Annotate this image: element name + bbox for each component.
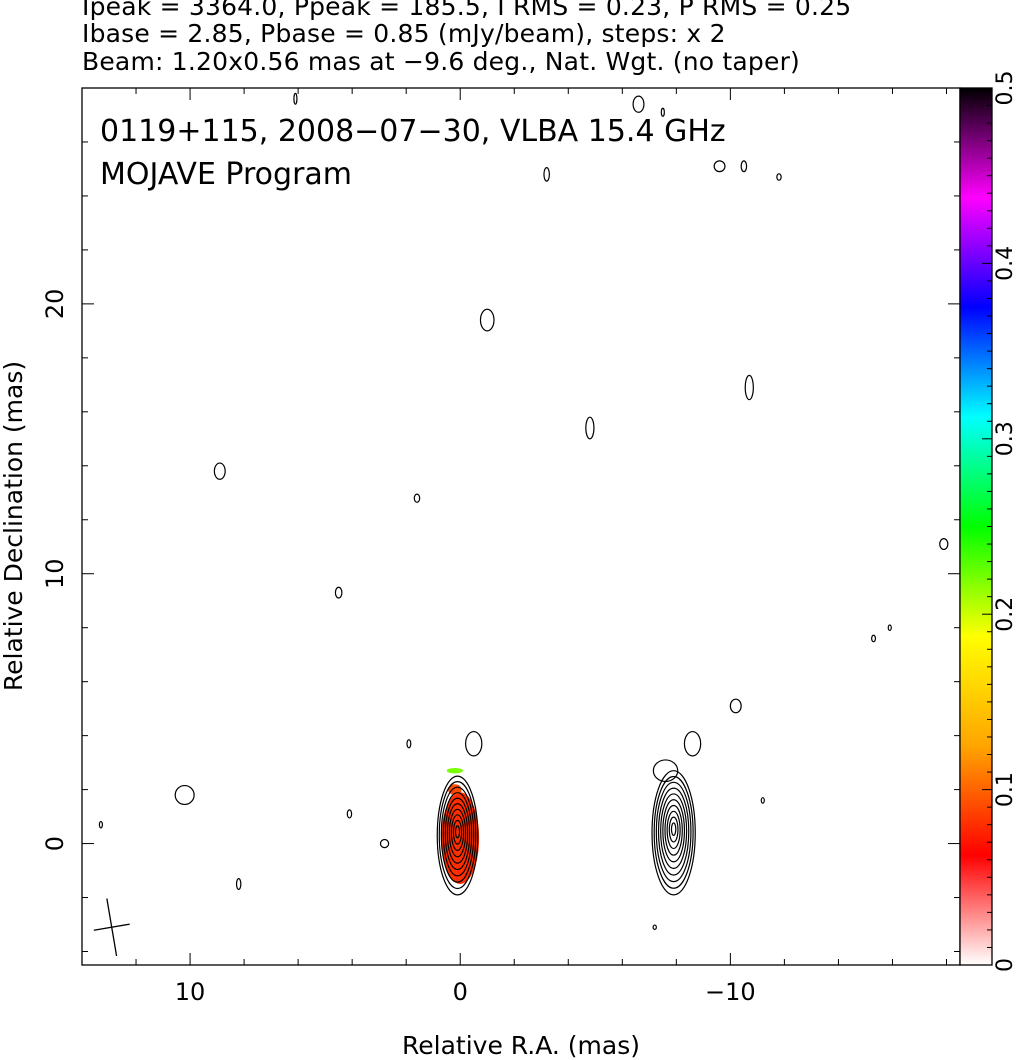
polarization-patch xyxy=(446,768,463,774)
noise-contour xyxy=(683,730,702,757)
core-contour xyxy=(446,803,469,864)
noise-contour xyxy=(174,784,195,806)
noise-contour xyxy=(334,586,343,599)
noise-contour xyxy=(776,173,782,181)
noise-contour xyxy=(760,797,765,804)
core-contour xyxy=(440,786,475,883)
colorbar xyxy=(959,87,993,966)
noise-contour xyxy=(479,308,495,332)
colorbar-tick-label: 0.5 xyxy=(993,71,1018,106)
core-contour xyxy=(448,808,467,858)
jet-component-contour xyxy=(657,787,690,876)
jet-component-contour xyxy=(653,775,694,889)
noise-contour xyxy=(413,493,421,503)
noise-contour xyxy=(660,107,665,117)
header-line-2: Ibase = 2.85, Pbase = 0.85 (mJy/beam), s… xyxy=(82,19,726,48)
noise-contour xyxy=(585,416,595,440)
beam-minor-axis xyxy=(93,923,130,931)
noise-contour xyxy=(213,462,226,480)
noise-contour xyxy=(887,624,892,631)
jet-component-contour xyxy=(664,804,683,856)
noise-contour xyxy=(346,809,353,819)
noise-contour xyxy=(379,838,390,849)
jet-component-contour xyxy=(655,781,692,883)
y-tick-label: 20 xyxy=(41,289,69,320)
noise-contour xyxy=(713,160,726,173)
jet-component-contour xyxy=(652,759,679,783)
header-line-3: Beam: 1.20x0.56 mas at −9.6 deg., Nat. W… xyxy=(82,47,801,76)
noise-contour xyxy=(729,698,742,714)
colorbar-tick-label: 0.1 xyxy=(993,772,1018,807)
jet-component-contour xyxy=(660,793,688,869)
chart-title: 0119+115, 2008−07−30, VLBA 15.4 GHz xyxy=(100,114,726,149)
noise-contour xyxy=(939,538,949,551)
noise-contour xyxy=(293,92,298,105)
y-tick-label: 10 xyxy=(41,558,69,589)
colorbar-tick-label: 0.2 xyxy=(993,597,1018,632)
colorbar-tick-label: 0.3 xyxy=(993,421,1018,456)
noise-contour xyxy=(632,95,645,113)
noise-contour xyxy=(98,820,104,829)
x-tick-label: 10 xyxy=(175,978,206,1006)
noise-contour xyxy=(744,374,754,401)
noise-contour xyxy=(740,160,748,173)
plot-frame xyxy=(81,87,961,966)
noise-contour xyxy=(871,634,877,643)
x-axis-label: Relative R.A. (mas) xyxy=(402,1031,640,1060)
x-tick-label: −10 xyxy=(705,978,756,1006)
jet-component-contour xyxy=(651,770,696,896)
y-tick-label: 0 xyxy=(41,836,69,851)
noise-contour xyxy=(406,739,412,749)
colorbar-tick-label: 0 xyxy=(993,958,1018,972)
core-contour xyxy=(442,792,473,877)
jet-component-contour xyxy=(668,816,679,843)
core-contour xyxy=(452,819,463,845)
x-tick-label: 0 xyxy=(453,978,468,1006)
jet-component-contour xyxy=(662,799,686,863)
colorbar-tick-label: 0.4 xyxy=(993,246,1018,281)
y-axis-label: Relative Declination (mas) xyxy=(0,361,28,691)
core-contour xyxy=(444,797,471,871)
noise-contour xyxy=(543,167,550,182)
jet-component-contour xyxy=(670,822,677,836)
chart-subtitle: MOJAVE Program xyxy=(100,157,352,192)
core-contour xyxy=(438,781,477,890)
header-line-1: Ipeak = 3364.0, Ppeak = 185.5, I RMS = 0… xyxy=(82,0,852,21)
noise-contour xyxy=(235,878,242,891)
jet-component-contour xyxy=(666,810,681,850)
core-contour xyxy=(454,825,461,839)
core-contour xyxy=(450,814,465,852)
noise-contour xyxy=(465,730,483,757)
core-contour xyxy=(436,775,479,896)
noise-contour xyxy=(652,924,657,930)
